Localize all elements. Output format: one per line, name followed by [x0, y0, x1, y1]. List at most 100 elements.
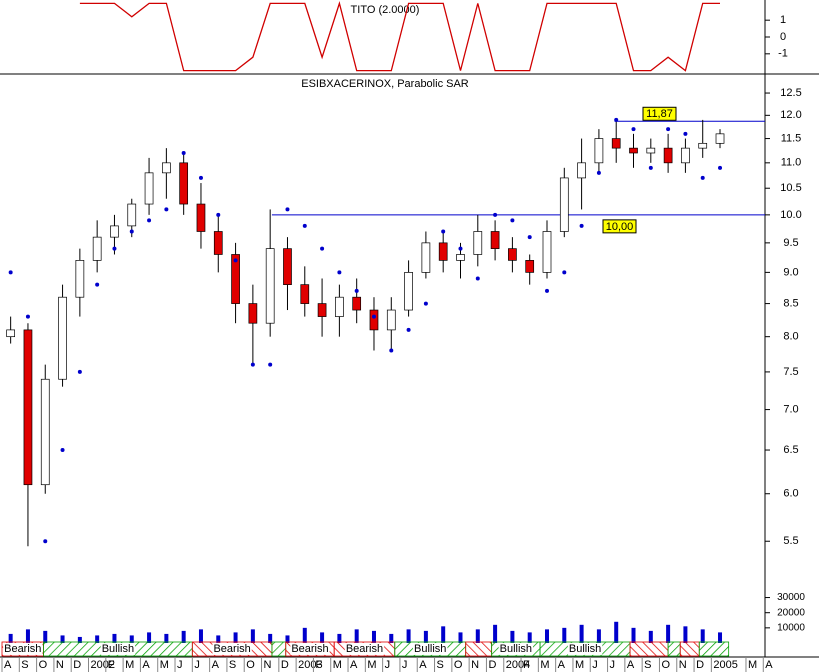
volume-bar [112, 633, 117, 643]
volume-bar [683, 626, 688, 643]
sar-dot [475, 276, 480, 281]
x-tick-label: M [333, 659, 342, 671]
x-tick-label: J [385, 659, 391, 671]
level-label: 10,00 [606, 221, 634, 233]
trend-label: Bearish [346, 643, 383, 655]
y-tick-label: 10.5 [780, 182, 801, 194]
candle-body [6, 329, 16, 338]
candle-body [681, 147, 690, 164]
sar-dot [493, 212, 498, 217]
x-tick-label: S [229, 659, 236, 671]
volume-bar [648, 630, 653, 643]
trend-label-bg [344, 642, 385, 655]
sar-dot [147, 218, 152, 223]
volume-bar [95, 635, 100, 643]
x-tick-label: M [748, 659, 757, 671]
volume-bar [164, 633, 169, 643]
volume-bar [337, 633, 342, 643]
candle-body [490, 231, 500, 249]
candle-body [438, 242, 448, 261]
trend-segment [698, 641, 730, 657]
volume-tick-label: 30000 [777, 592, 805, 603]
sar-dot [648, 165, 653, 170]
volume-bar [268, 633, 273, 643]
volume-bar [302, 627, 307, 643]
indicator-tick-label: 0 [780, 31, 786, 43]
volume-bar [216, 635, 221, 643]
sar-dot [198, 175, 203, 180]
trend-segment [629, 641, 669, 657]
trend-label-bg [100, 642, 136, 655]
x-tick-label: N [264, 659, 272, 671]
x-tick-label: D [281, 659, 289, 671]
candle-body [127, 203, 137, 227]
volume-bar [579, 624, 584, 643]
sar-dot [423, 301, 428, 306]
y-tick-label: 11.0 [781, 157, 802, 169]
candle-body [715, 133, 725, 144]
sar-dot [700, 175, 705, 180]
trend-label-bg [212, 642, 252, 655]
y-tick-label: 5.5 [783, 535, 798, 547]
y-tick-label: 8.0 [783, 331, 798, 343]
x-tick-label: O [661, 659, 670, 671]
candle-body [542, 231, 552, 273]
x-tick-label: A [4, 659, 12, 671]
trend-label: Bearish [213, 643, 250, 655]
indicator-tick-label: 1 [780, 14, 786, 26]
sar-dot [25, 314, 30, 319]
x-tick-label: M [160, 659, 169, 671]
volume-bar [718, 632, 723, 643]
sar-dot [683, 131, 688, 136]
candle-body [386, 309, 396, 331]
sar-dot [596, 170, 601, 175]
sar-dot [562, 270, 567, 275]
candle-body [698, 142, 708, 149]
trend-label-bg [413, 642, 448, 655]
sar-dot [510, 218, 515, 223]
y-tick-label: 12.5 [780, 87, 801, 99]
volume-bar [198, 629, 203, 643]
sar-dot [406, 327, 411, 332]
y-tick-label: 6.0 [783, 488, 798, 500]
sar-dot [60, 448, 65, 453]
candle-body [162, 162, 171, 174]
volume-bar [389, 633, 394, 643]
x-tick-label: A [350, 659, 358, 671]
sar-dot [614, 117, 619, 122]
volume-bar [666, 624, 671, 643]
trend-segment [271, 641, 287, 657]
candle-body [317, 303, 327, 317]
volume-bar [527, 632, 532, 643]
candle-body [110, 225, 119, 238]
volume-bar [77, 636, 82, 643]
candle-body [92, 236, 102, 261]
x-tick-label: F [108, 659, 115, 671]
trend-label: Bearish [291, 643, 328, 655]
x-tick-label: A [419, 659, 427, 671]
sar-dot [666, 127, 671, 132]
sar-dot [302, 223, 307, 228]
x-tick-label: O [454, 659, 463, 671]
sar-dot [458, 246, 463, 251]
trend-label: Bullish [102, 643, 134, 655]
x-tick-label: A [558, 659, 566, 671]
candle-body [23, 329, 33, 486]
x-tick-label: A [765, 659, 773, 671]
sar-dot [268, 362, 273, 367]
sar-dot [545, 288, 549, 293]
x-tick-label: D [696, 659, 704, 671]
y-tick-label: 7.5 [783, 366, 798, 378]
indicator-tick-label: -1 [778, 48, 788, 60]
level-label-box [602, 219, 637, 234]
candle-body [508, 248, 517, 261]
sar-dot [441, 229, 446, 234]
sar-dot [181, 150, 186, 155]
sar-dot [164, 207, 169, 212]
x-tick-label: N [679, 659, 687, 671]
sar-dot [527, 235, 532, 240]
y-tick-label: 7.0 [783, 403, 798, 415]
